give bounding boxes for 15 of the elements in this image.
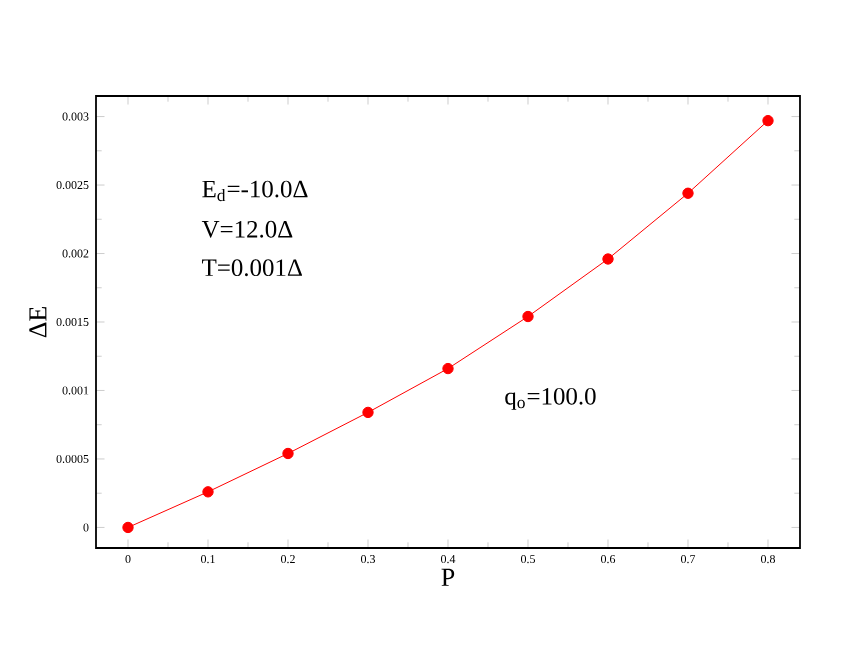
point	[202, 486, 214, 498]
annotation: T=0.001Δ	[202, 259, 302, 277]
point	[282, 447, 294, 460]
point	[122, 521, 134, 534]
point	[762, 114, 774, 127]
point	[362, 406, 374, 419]
point	[522, 310, 534, 323]
y-axis-title: ΔE	[29, 307, 47, 338]
point	[682, 187, 694, 199]
annotation: V=12.0Δ	[201, 220, 293, 238]
point	[442, 362, 454, 375]
annotation: q$_{o}$=100.0	[505, 387, 596, 410]
annotation: E$_{d}$=-10.0Δ	[202, 180, 308, 202]
x-axis-title: P	[441, 568, 455, 586]
point	[602, 253, 614, 265]
